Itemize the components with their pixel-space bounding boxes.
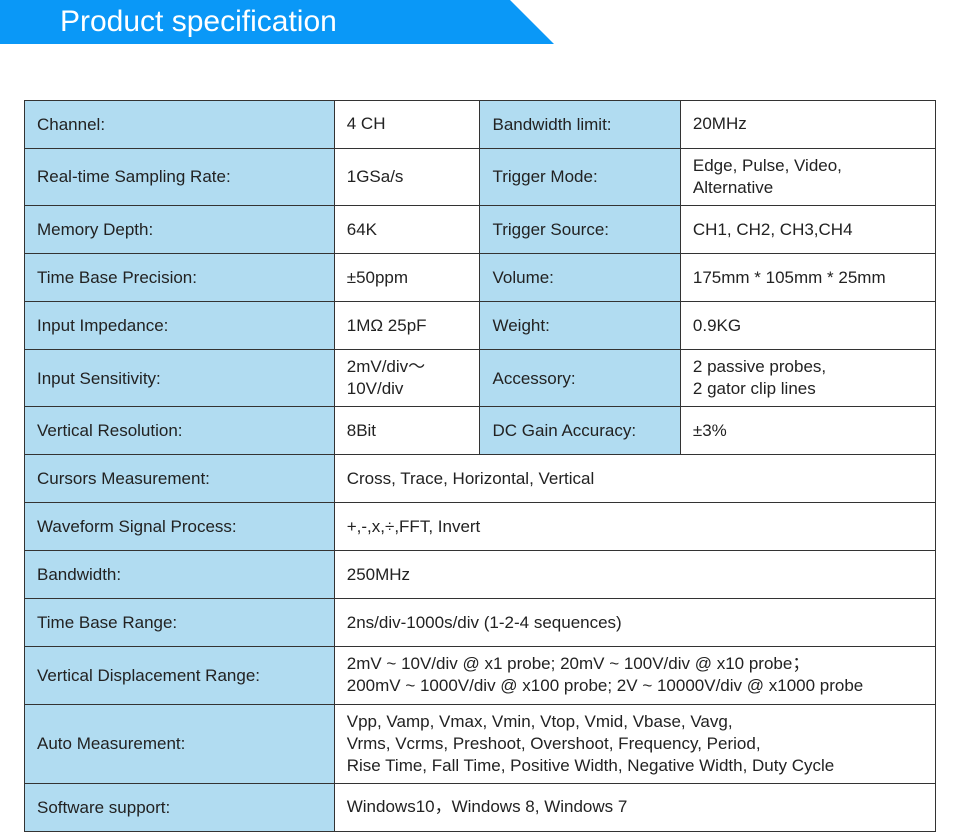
table-row: Input Sensitivity:2mV/div～10V/divAccesso… [25, 350, 936, 407]
table-row: Input Impedance:1MΩ 25pFWeight:0.9KG [25, 302, 936, 350]
spec-value: ±50ppm [334, 254, 480, 302]
spec-label: Time Base Precision: [25, 254, 335, 302]
table-row: Time Base Range:2ns/div-1000s/div (1-2-4… [25, 599, 936, 647]
spec-value: 4 CH [334, 101, 480, 149]
table-row: Auto Measurement:Vpp, Vamp, Vmax, Vmin, … [25, 704, 936, 783]
spec-label: Vertical Resolution: [25, 407, 335, 455]
spec-value: CH1, CH2, CH3,CH4 [680, 206, 935, 254]
table-row: Software support:Windows10，Windows 8, Wi… [25, 783, 936, 831]
spec-content: Channel:4 CHBandwidth limit:20MHzReal-ti… [0, 50, 960, 832]
table-row: Bandwidth:250MHz [25, 551, 936, 599]
spec-value: Vpp, Vamp, Vmax, Vmin, Vtop, Vmid, Vbase… [334, 704, 935, 783]
spec-label: Real-time Sampling Rate: [25, 149, 335, 206]
spec-label: Vertical Displacement Range: [25, 647, 335, 704]
table-row: Real-time Sampling Rate:1GSa/sTrigger Mo… [25, 149, 936, 206]
table-row: Time Base Precision:±50ppmVolume:175mm *… [25, 254, 936, 302]
spec-label: Input Sensitivity: [25, 350, 335, 407]
table-row: Memory Depth:64KTrigger Source:CH1, CH2,… [25, 206, 936, 254]
spec-value: 1MΩ 25pF [334, 302, 480, 350]
spec-value: 2mV/div～10V/div [334, 350, 480, 407]
table-row: Channel:4 CHBandwidth limit:20MHz [25, 101, 936, 149]
spec-value: 2ns/div-1000s/div (1-2-4 sequences) [334, 599, 935, 647]
spec-label: DC Gain Accuracy: [480, 407, 680, 455]
table-row: Vertical Displacement Range:2mV ~ 10V/di… [25, 647, 936, 704]
spec-value: +,-,x,÷,FFT, Invert [334, 503, 935, 551]
spec-label: Trigger Mode: [480, 149, 680, 206]
spec-value: 250MHz [334, 551, 935, 599]
table-row: Cursors Measurement:Cross, Trace, Horizo… [25, 455, 936, 503]
table-row: Vertical Resolution:8BitDC Gain Accuracy… [25, 407, 936, 455]
spec-value: 20MHz [680, 101, 935, 149]
spec-value: Cross, Trace, Horizontal, Vertical [334, 455, 935, 503]
spec-value: Windows10，Windows 8, Windows 7 [334, 783, 935, 831]
spec-value: 175mm * 105mm * 25mm [680, 254, 935, 302]
spec-label: Bandwidth limit: [480, 101, 680, 149]
spec-value: 2mV ~ 10V/div @ x1 probe; 20mV ~ 100V/di… [334, 647, 935, 704]
spec-label: Accessory: [480, 350, 680, 407]
spec-label: Input Impedance: [25, 302, 335, 350]
spec-label: Weight: [480, 302, 680, 350]
spec-label: Trigger Source: [480, 206, 680, 254]
table-row: Waveform Signal Process:+,-,x,÷,FFT, Inv… [25, 503, 936, 551]
spec-label: Memory Depth: [25, 206, 335, 254]
spec-label: Bandwidth: [25, 551, 335, 599]
spec-label: Volume: [480, 254, 680, 302]
spec-label: Auto Measurement: [25, 704, 335, 783]
spec-value: 1GSa/s [334, 149, 480, 206]
page-title: Product specification [0, 0, 510, 44]
header-banner: Product specification [0, 0, 510, 44]
spec-value: Edge, Pulse, Video, Alternative [680, 149, 935, 206]
spec-value: ±3% [680, 407, 935, 455]
spec-label: Time Base Range: [25, 599, 335, 647]
spec-value: 64K [334, 206, 480, 254]
spec-label: Waveform Signal Process: [25, 503, 335, 551]
spec-value: 8Bit [334, 407, 480, 455]
header: Product specification [0, 0, 960, 50]
spec-value: 2 passive probes,2 gator clip lines [680, 350, 935, 407]
spec-label: Cursors Measurement: [25, 455, 335, 503]
spec-label: Channel: [25, 101, 335, 149]
spec-value: 0.9KG [680, 302, 935, 350]
spec-label: Software support: [25, 783, 335, 831]
spec-table: Channel:4 CHBandwidth limit:20MHzReal-ti… [24, 100, 936, 832]
